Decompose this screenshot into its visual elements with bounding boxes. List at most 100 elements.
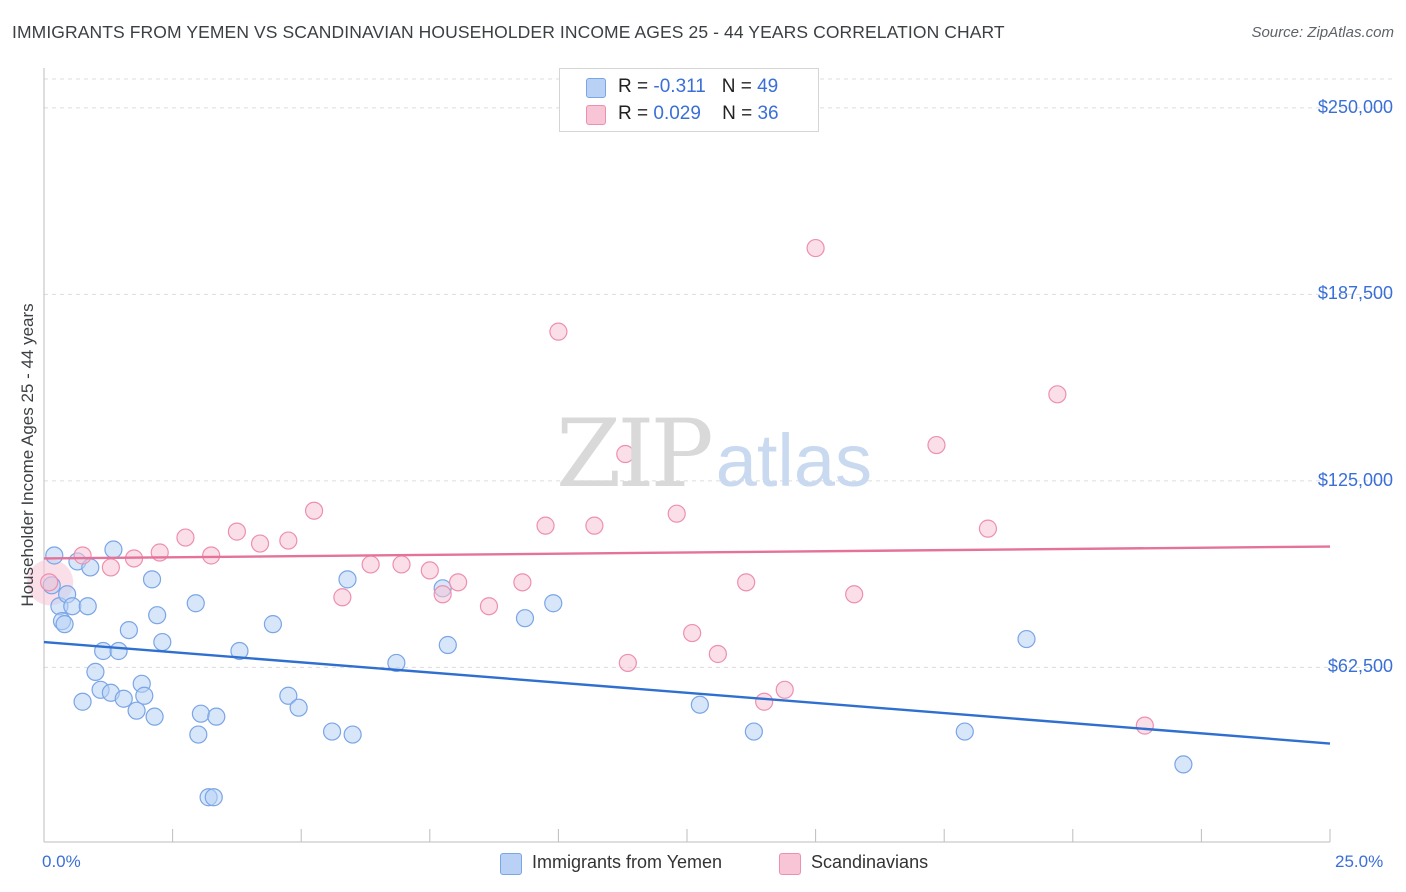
point-scandinavians-30: [806, 238, 825, 258]
point-scandinavians-24: [667, 504, 686, 523]
point-yemen-28: [191, 704, 210, 723]
trend-line-yemen: [43, 640, 1331, 745]
point-yemen-48: [1174, 755, 1193, 774]
point-yemen-16: [109, 641, 128, 661]
x-tick-label-0: 0.0%: [42, 852, 81, 871]
point-scandinavians-8: [250, 534, 270, 553]
gridlines: [44, 78, 1395, 668]
point-yemen-36: [322, 722, 342, 741]
point-yemen-34: [279, 686, 298, 705]
point-yemen-11: [86, 662, 105, 681]
legend-n-value-yemen: 49: [757, 76, 779, 97]
point-scandinavians-29: [775, 680, 794, 699]
legend: R = -0.311 N = 49 R = 0.029 N = 36: [559, 68, 819, 132]
point-scandinavians-27: [737, 573, 756, 592]
x-tick-label-25: 25.0%: [1335, 852, 1384, 871]
point-scandinavians-32: [927, 435, 946, 455]
point-scandinavians-35: [1135, 716, 1154, 735]
point-scandinavians-14: [420, 561, 439, 580]
point-yemen-26: [186, 594, 205, 613]
point-scandinavians-34: [1048, 385, 1067, 404]
y-tick-label-2: $187,500: [1317, 283, 1393, 304]
point-scandinavians-11: [333, 588, 352, 607]
y-tick-label-3: $250,000: [1317, 96, 1393, 117]
legend-n-label-yemen: N =: [721, 76, 752, 97]
point-yemen-37: [338, 570, 357, 589]
point-scandinavians-6: [202, 546, 221, 565]
bottom-legend-label-scandinavians: Scandinavians: [811, 852, 929, 872]
y-axis-label: Householder Income Ages 25 - 44 years: [18, 303, 37, 607]
data-points: [27, 238, 1193, 807]
point-scandinavians-31: [845, 585, 864, 604]
legend-r-value-yemen: -0.311: [653, 76, 706, 97]
point-scandinavians-28: [755, 692, 774, 711]
point-yemen-23: [145, 707, 164, 726]
y-tick-label-0: $62,500: [1327, 656, 1393, 677]
point-yemen-4: [55, 615, 74, 634]
point-yemen-42: [515, 609, 535, 628]
point-scandinavians-23: [618, 653, 637, 673]
point-yemen-30: [204, 788, 223, 807]
point-yemen-33: [263, 615, 283, 634]
point-yemen-8: [73, 692, 92, 711]
point-scandinavians-10: [304, 501, 324, 520]
point-scandinavians-26: [708, 644, 727, 664]
point-scandinavians-0: [40, 573, 59, 592]
point-yemen-44: [690, 695, 709, 714]
chart-title: IMMIGRANTS FROM YEMEN VS SCANDINAVIAN HO…: [12, 22, 1005, 42]
point-scandinavians-5: [176, 528, 195, 547]
legend-r-value-scandinavians: 0.029: [653, 103, 701, 124]
point-scandinavians-15: [433, 585, 452, 604]
point-scandinavians-19: [536, 516, 555, 535]
watermark-zip: ZIP: [556, 400, 714, 509]
point-yemen-1: [45, 546, 64, 565]
point-yemen-9: [78, 597, 97, 616]
point-yemen-32: [230, 641, 249, 661]
point-yemen-6: [63, 597, 82, 616]
point-scandinavians-21: [585, 516, 604, 535]
trend-lines: [43, 545, 1331, 745]
point-scandinavians-9: [279, 531, 298, 550]
point-scandinavians-22: [616, 444, 635, 464]
legend-swatch-yemen: [586, 78, 606, 98]
point-yemen-38: [343, 725, 362, 744]
point-scandinavians-25: [683, 623, 702, 643]
legend-r-label-yemen: R =: [618, 76, 649, 97]
bottom-legend-label-yemen: Immigrants from Yemen: [532, 852, 723, 872]
x-axis-ticks: [43, 829, 1331, 842]
legend-n-value-scandinavians: 36: [757, 103, 779, 124]
point-yemen-35: [289, 698, 308, 717]
point-yemen-43: [544, 594, 563, 613]
point-scandinavians-18: [513, 573, 532, 592]
point-scandinavians-13: [392, 555, 411, 574]
point-yemen-27: [189, 725, 208, 744]
bottom-legend-swatch-scandinavians: [779, 853, 801, 875]
point-yemen-31: [207, 707, 226, 726]
watermark: ZIPatlas: [556, 400, 872, 509]
legend-swatch-scandinavians: [586, 105, 606, 125]
legend-r-label-scandinavians: R =: [618, 103, 649, 124]
point-scandinavians-33: [978, 519, 998, 538]
point-yemen-21: [135, 686, 154, 705]
point-scandinavians-20: [549, 322, 568, 341]
point-scandinavians-2: [101, 558, 120, 577]
point-scandinavians-12: [361, 555, 380, 574]
point-yemen-39: [387, 653, 406, 673]
point-yemen-45: [744, 722, 763, 741]
point-yemen-47: [1017, 629, 1036, 649]
source-label: Source: ZipAtlas.com: [1251, 24, 1394, 41]
bottom-legend-swatch-yemen: [500, 853, 522, 875]
legend-n-label-scandinavians: N =: [722, 103, 753, 124]
point-yemen-19: [127, 701, 146, 720]
point-yemen-24: [148, 606, 167, 625]
trend-line-scandinavians: [43, 545, 1331, 560]
watermark-atlas: atlas: [715, 419, 873, 502]
point-yemen-18: [119, 621, 138, 640]
point-yemen-15: [104, 540, 123, 559]
point-yemen-41: [438, 635, 457, 655]
point-scandinavians-1: [73, 546, 92, 565]
point-scandinavians-7: [227, 522, 246, 541]
point-scandinavians-16: [448, 573, 468, 592]
point-yemen-17: [114, 689, 133, 708]
point-scandinavians-17: [479, 597, 499, 616]
